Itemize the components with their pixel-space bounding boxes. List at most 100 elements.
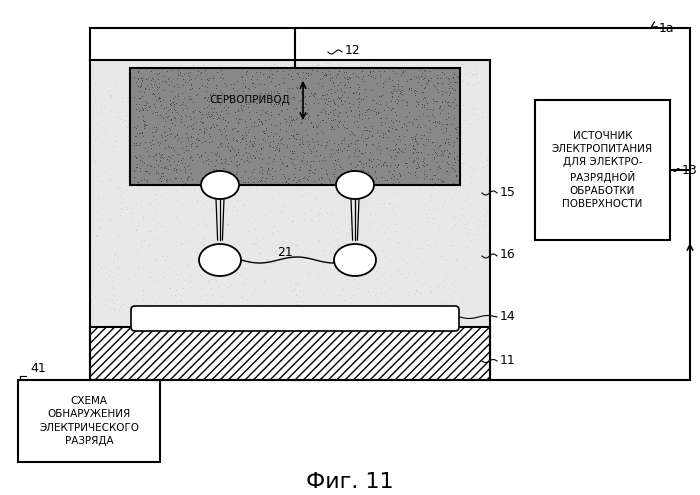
Point <box>153 175 164 183</box>
Point <box>296 138 307 146</box>
Point <box>441 99 452 106</box>
Point <box>319 99 330 107</box>
Point <box>175 81 186 89</box>
Point <box>406 348 417 356</box>
Point <box>438 297 449 304</box>
Point <box>341 175 352 183</box>
Point <box>207 149 218 157</box>
Point <box>448 70 459 78</box>
Point <box>395 58 407 66</box>
Point <box>241 307 252 315</box>
Point <box>176 140 187 148</box>
Point <box>131 210 142 218</box>
Point <box>112 271 123 279</box>
Point <box>209 239 220 247</box>
Point <box>150 183 162 191</box>
Point <box>344 102 355 110</box>
Point <box>250 343 261 350</box>
Point <box>153 145 164 152</box>
Point <box>151 85 162 93</box>
Point <box>364 291 375 298</box>
Point <box>288 141 300 148</box>
Point <box>412 98 423 106</box>
Point <box>318 129 329 137</box>
Point <box>323 114 334 122</box>
Point <box>129 141 140 148</box>
Point <box>270 92 281 99</box>
Point <box>263 72 274 80</box>
Point <box>437 320 448 328</box>
Point <box>358 175 369 183</box>
Point <box>289 171 300 179</box>
Point <box>304 112 315 120</box>
Point <box>161 137 172 145</box>
Point <box>279 328 290 336</box>
Point <box>186 326 197 334</box>
Point <box>454 326 465 334</box>
Point <box>335 247 346 255</box>
Point <box>246 239 257 247</box>
Point <box>440 101 451 109</box>
Point <box>301 83 312 91</box>
Point <box>389 109 400 117</box>
Point <box>382 223 393 231</box>
Point <box>380 146 391 154</box>
Point <box>351 161 363 169</box>
Point <box>293 73 304 81</box>
Point <box>413 74 424 82</box>
Point <box>270 100 281 108</box>
Point <box>397 67 408 75</box>
Point <box>389 166 400 174</box>
Point <box>407 368 419 376</box>
Point <box>155 123 167 131</box>
Point <box>277 79 288 87</box>
Point <box>278 152 289 160</box>
Point <box>126 217 137 225</box>
Point <box>107 325 118 333</box>
Point <box>185 211 196 219</box>
Point <box>161 175 172 183</box>
Point <box>307 123 318 131</box>
Point <box>332 243 344 250</box>
Point <box>316 247 328 254</box>
Point <box>216 132 228 140</box>
Point <box>136 138 148 146</box>
Point <box>304 163 315 171</box>
Point <box>148 211 159 219</box>
Point <box>424 105 435 113</box>
Point <box>131 153 142 161</box>
Point <box>262 132 274 140</box>
Point <box>317 144 328 152</box>
Point <box>194 125 205 133</box>
Point <box>449 124 461 132</box>
Point <box>411 164 422 172</box>
Point <box>133 106 144 114</box>
Point <box>286 217 297 225</box>
Point <box>190 118 202 126</box>
Point <box>320 70 331 78</box>
Point <box>287 177 298 185</box>
Point <box>430 295 442 303</box>
Point <box>476 366 487 374</box>
Point <box>477 199 489 207</box>
Point <box>213 113 224 121</box>
Point <box>208 239 219 247</box>
Point <box>187 61 198 69</box>
Point <box>305 70 316 78</box>
Point <box>198 110 209 118</box>
Point <box>188 124 199 132</box>
Point <box>209 197 220 204</box>
Point <box>401 305 412 313</box>
Point <box>363 160 374 168</box>
Point <box>194 342 205 349</box>
Point <box>270 339 281 346</box>
Point <box>416 271 428 279</box>
Point <box>196 180 207 188</box>
Point <box>397 82 408 90</box>
Point <box>133 223 144 231</box>
Point <box>348 276 359 284</box>
Point <box>316 66 328 74</box>
Point <box>295 157 307 165</box>
Point <box>404 113 415 121</box>
Point <box>447 280 458 288</box>
